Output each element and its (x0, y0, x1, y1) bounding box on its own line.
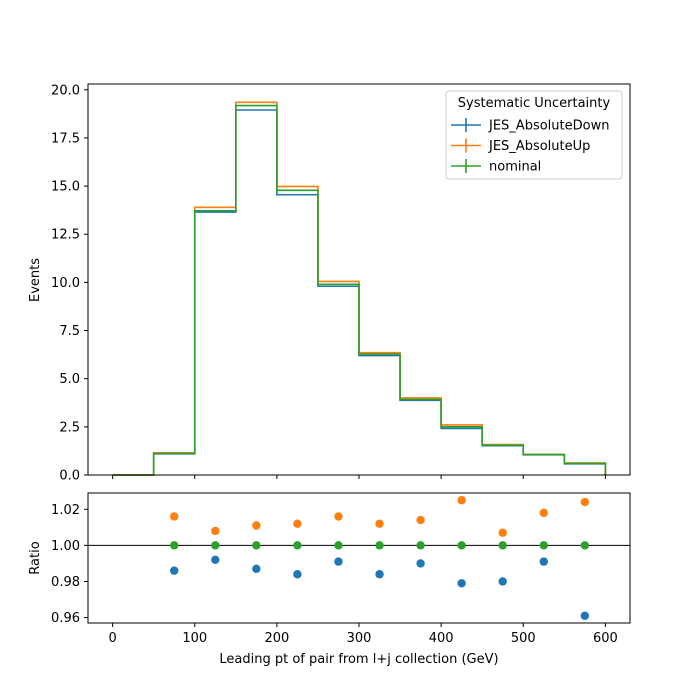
legend-label: nominal (489, 160, 541, 175)
ratio-point-jes-absoluteup (416, 515, 425, 525)
legend-label: JES_AbsoluteDown (488, 119, 609, 134)
ratio-point-nominal (457, 541, 466, 550)
ratio-point-jes-absolutedown (211, 555, 220, 565)
ratio-point-jes-absoluteup (539, 508, 548, 518)
ratio-panel: 0 100 200 300 400 500 600 0.96 0.98 1.00 1.02 Rati… (28, 492, 631, 667)
main-y-tick-label: 0.0 (59, 469, 80, 484)
ratio-point-jes-absoluteup (252, 521, 261, 530)
x-tick-label: 500 (511, 631, 536, 646)
main-y-tick-label: 20.0 (51, 83, 80, 98)
main-y-tick-label: 15.0 (51, 180, 80, 195)
ratio-y-tick-label: 0.98 (51, 575, 80, 590)
x-tick-label: 200 (264, 631, 289, 646)
ratio-point-nominal (580, 541, 590, 550)
ratio-point-jes-absolutedown (170, 566, 179, 575)
ratio-y-tick-label: 1.00 (51, 539, 80, 554)
main-y-tick-label: 2.5 (59, 420, 80, 435)
ratio-point-jes-absoluteup (498, 528, 507, 537)
ratio-point-jes-absolutedown (416, 559, 425, 568)
legend-title: Systematic Uncertainty (458, 96, 611, 111)
ratio-point-jes-absoluteup (580, 497, 590, 507)
ratio-point-nominal (498, 541, 507, 550)
ratio-y-axis-label: Ratio (28, 541, 43, 574)
ratio-point-jes-absolutedown (375, 570, 384, 579)
main-y-tick-label: 7.5 (59, 324, 80, 339)
ratio-ticks: 0 100 200 300 400 500 600 0.96 0.98 1.00 1.02 (51, 503, 618, 646)
ratio-point-jes-absolutedown (252, 564, 261, 574)
main-ticks: 0.0 2.5 5.0 7.5 10.0 12.5 15.0 17.5 20.0 (51, 83, 606, 484)
main-panel: 0.02.55.07.510.012.515.017.520.0 Events … (28, 83, 631, 484)
x-tick-label: 0 (108, 631, 116, 646)
main-y-tick-label: 12.5 (51, 228, 80, 243)
ratio-point-jes-absoluteup (170, 512, 179, 521)
ratio-point-jes-absolutedown (498, 577, 507, 586)
ratio-point-jes-absoluteup (293, 519, 302, 528)
ratio-point-nominal (334, 541, 343, 550)
ratio-point-nominal (170, 541, 179, 550)
ratio-point-nominal (293, 541, 302, 550)
ratio-point-nominal (375, 541, 384, 550)
ratio-point-nominal (539, 541, 548, 550)
main-y-tick-label: 17.5 (51, 131, 80, 146)
x-tick-label: 100 (182, 631, 207, 646)
legend: Systematic Uncertainty JES_AbsoluteDownJ… (445, 90, 623, 180)
main-axes-frame (87, 83, 631, 476)
ratio-series (88, 496, 630, 620)
ratio-point-jes-absoluteup (334, 512, 343, 521)
ratio-point-nominal (252, 541, 261, 550)
legend-box (445, 90, 623, 180)
ratio-point-jes-absolutedown (457, 579, 466, 588)
ratio-point-jes-absoluteup (211, 526, 220, 536)
ratio-point-jes-absolutedown (580, 611, 590, 620)
ratio-point-nominal (416, 541, 425, 550)
x-axis-label: Leading pt of pair from l+j collection (… (219, 652, 498, 667)
ratio-point-jes-absolutedown (334, 557, 343, 566)
ratio-point-jes-absolutedown (293, 570, 302, 579)
ratio-point-jes-absoluteup (457, 496, 466, 505)
x-tick-label: 400 (429, 631, 454, 646)
main-series (112, 101, 607, 476)
ratio-point-jes-absolutedown (539, 557, 548, 566)
main-y-tick-label: 5.0 (59, 372, 80, 387)
legend-label: JES_AbsoluteUp (488, 139, 590, 154)
main-y-axis-label: Events (28, 258, 43, 302)
ratio-axes-frame (87, 492, 631, 624)
ratio-y-tick-label: 1.02 (51, 503, 80, 518)
main-y-tick-label: 10.0 (51, 276, 80, 291)
ratio-point-nominal (211, 541, 220, 550)
x-tick-label: 300 (347, 631, 372, 646)
ratio-point-jes-absoluteup (375, 519, 384, 528)
hist-series-nominal (112, 104, 607, 476)
ratio-y-tick-label: 0.96 (51, 611, 80, 626)
x-tick-label: 600 (593, 631, 618, 646)
